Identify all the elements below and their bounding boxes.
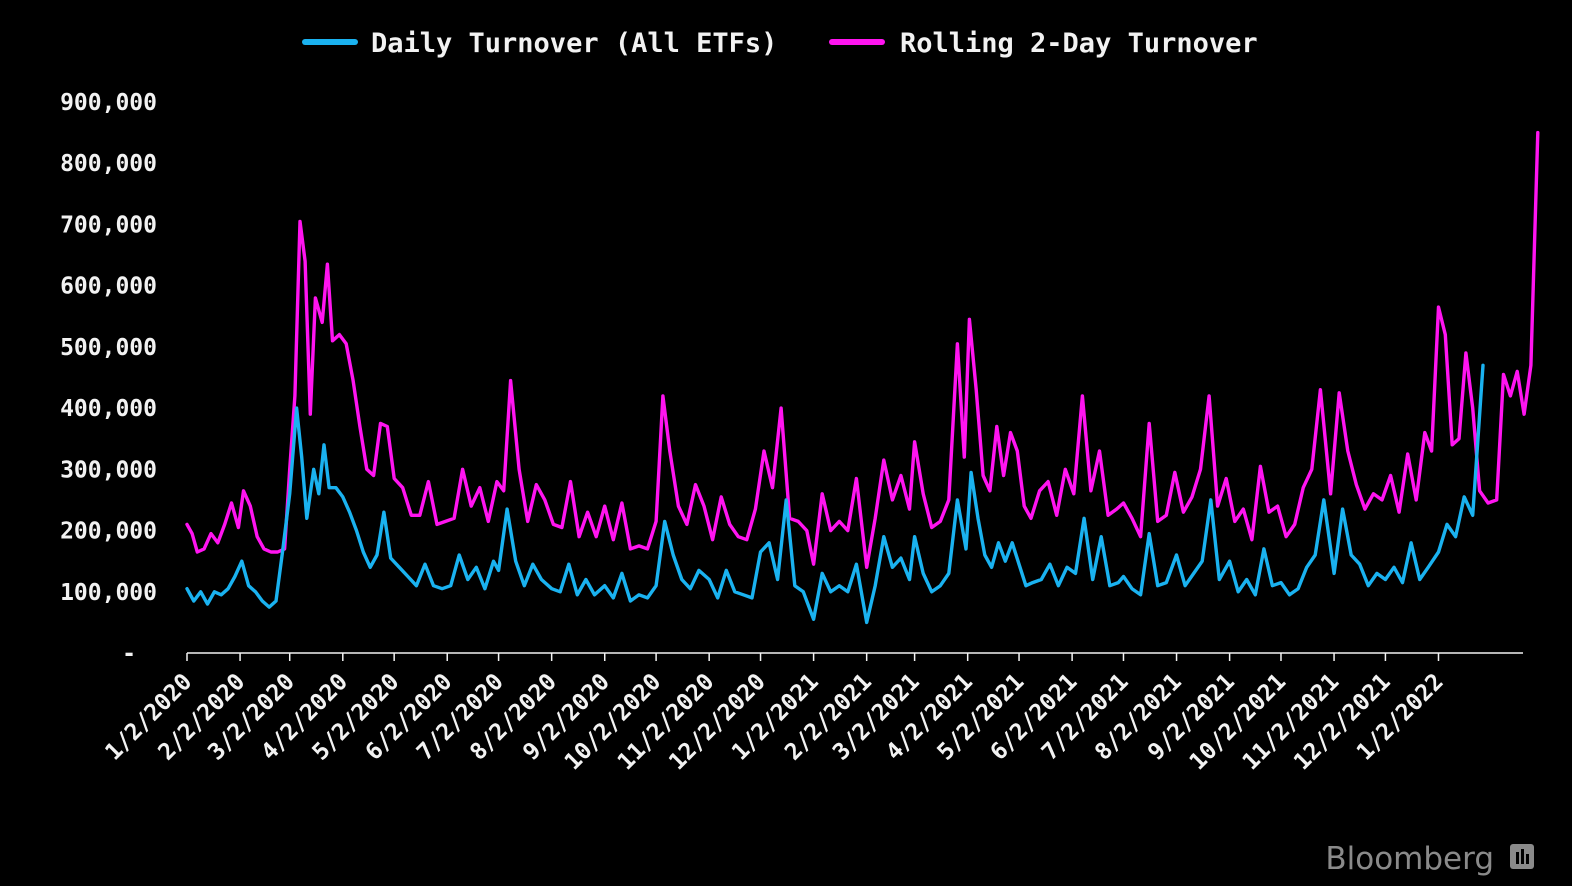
y-axis: - 100,000 200,000 300,000 400,000 500,000 600,…	[60, 90, 157, 667]
y-tick-label: 900,000	[60, 90, 157, 116]
y-tick-label: -	[122, 641, 136, 667]
y-tick-label: 700,000	[60, 212, 157, 238]
bloomberg-terminal-icon	[1510, 844, 1534, 869]
y-tick-label: 600,000	[60, 274, 157, 300]
y-tick-label: 400,000	[60, 396, 157, 422]
bloomberg-logo-text: Bloomberg	[1325, 841, 1494, 877]
y-tick-label: 800,000	[60, 151, 157, 177]
legend-label-2: Rolling 2-Day Turnover	[900, 28, 1258, 59]
y-tick-label: 500,000	[60, 335, 157, 361]
x-axis: 1/2/20202/2/20203/2/20204/2/20205/2/2020…	[101, 653, 1449, 775]
chart-legend: Daily Turnover (All ETFs) Rolling 2-Day T…	[302, 28, 1258, 59]
series-line-2	[185, 130, 1540, 569]
y-tick-label: 100,000	[60, 580, 157, 606]
chart-series	[185, 130, 1540, 625]
legend-label-1: Daily Turnover (All ETFs)	[371, 28, 777, 59]
series-line-1	[185, 363, 1485, 625]
y-tick-label: 200,000	[60, 519, 157, 545]
bloomberg-watermark: Bloomberg	[1325, 841, 1534, 877]
y-tick-label: 300,000	[60, 457, 157, 483]
